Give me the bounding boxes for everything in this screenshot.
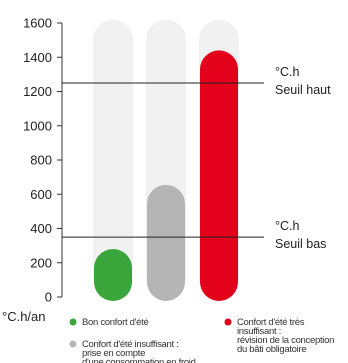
- legend-text-3-2: insuffisant :: [237, 326, 281, 337]
- bar-track-1: [93, 19, 133, 297]
- y-tick-label-800: 800: [30, 153, 52, 168]
- legend-text-3-1: Confort d'été très: [237, 317, 305, 328]
- y-axis: 0 200 400 600 800 1000 1200 1400 1600: [23, 16, 63, 305]
- y-unit-label: °C.h/an: [2, 309, 46, 324]
- threshold-label-seuil-haut: Seuil haut: [275, 83, 331, 97]
- legend: Bon confort d'été Confort d'été insuffisa…: [69, 317, 334, 363]
- legend-marker-1: [69, 318, 77, 326]
- legend-text-3-4: du bâti obligatoire: [237, 344, 306, 355]
- y-tick-label-1400: 1400: [23, 50, 52, 65]
- legend-text-2-3: d'une consommation en froid: [82, 357, 196, 363]
- y-tick-label-0: 0: [45, 290, 52, 305]
- y-tick-label-400: 400: [30, 221, 52, 236]
- legend-text-2-2: prise en compte: [82, 348, 145, 359]
- legend-text-3-3: révision de la conception: [237, 335, 334, 346]
- threshold-unit-seuil-bas: °C.h: [275, 219, 299, 233]
- y-tick-label-1600: 1600: [23, 16, 52, 31]
- threshold-label-seuil-bas: Seuil bas: [275, 237, 326, 251]
- bar-2: [147, 184, 185, 301]
- threshold-lines: °C.h Seuil haut °C.h Seuil bas: [62, 65, 331, 251]
- threshold-unit-seuil-haut: °C.h: [275, 65, 299, 79]
- bars: [94, 50, 238, 302]
- legend-marker-2: [69, 340, 77, 348]
- y-tick-label-1200: 1200: [23, 84, 52, 99]
- bar-3: [200, 50, 238, 302]
- legend-text-2-1: Confort d'été insuffisant :: [82, 339, 179, 350]
- bar-1: [94, 249, 132, 301]
- y-tick-label-600: 600: [30, 187, 52, 202]
- legend-marker-3: [224, 318, 232, 326]
- legend-text-1-1: Bon confort d'été: [82, 317, 148, 328]
- y-tick-label-200: 200: [30, 255, 52, 270]
- y-tick-label-1000: 1000: [23, 118, 52, 133]
